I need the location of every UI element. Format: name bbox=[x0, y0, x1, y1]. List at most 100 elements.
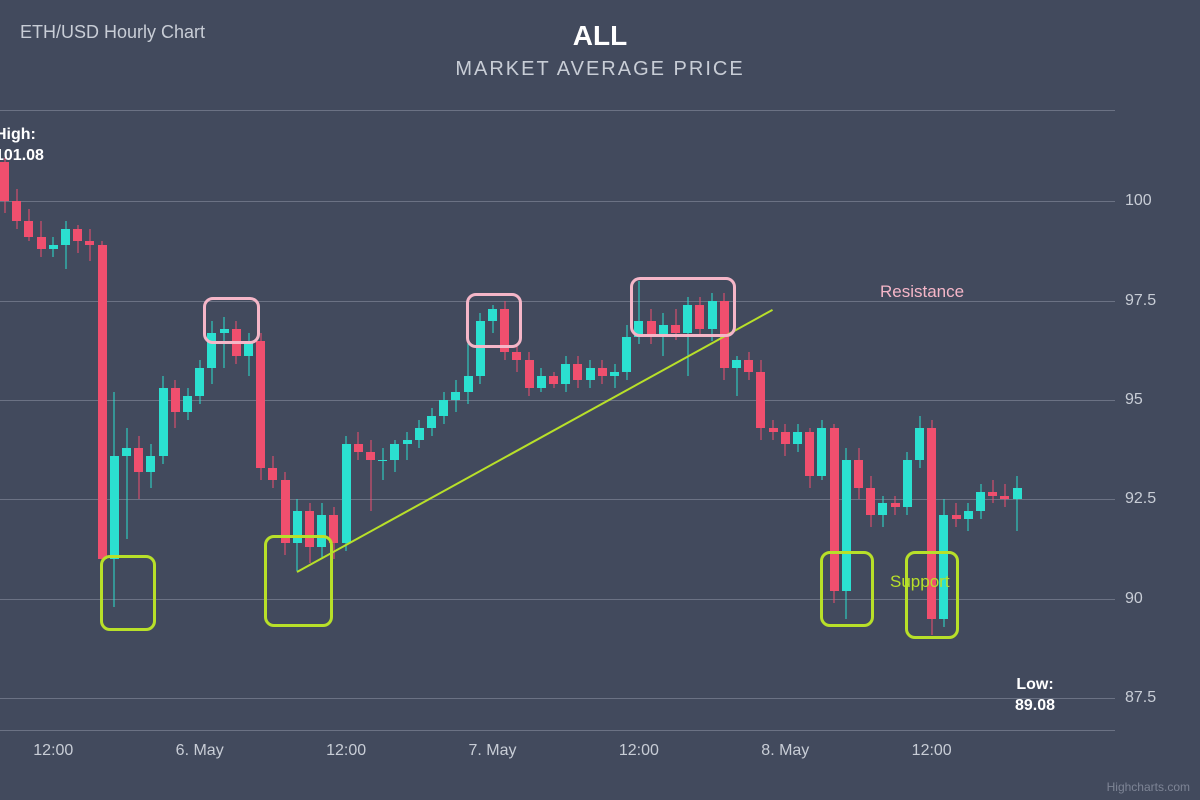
candle[interactable] bbox=[464, 110, 473, 730]
x-tick-label: 6. May bbox=[176, 742, 224, 760]
candle[interactable] bbox=[586, 110, 595, 730]
candle[interactable] bbox=[183, 110, 192, 730]
candle[interactable] bbox=[476, 110, 485, 730]
candle[interactable] bbox=[720, 110, 729, 730]
candle[interactable] bbox=[49, 110, 58, 730]
candle[interactable] bbox=[708, 110, 717, 730]
candle[interactable] bbox=[891, 110, 900, 730]
candle[interactable] bbox=[634, 110, 643, 730]
candle-body bbox=[354, 444, 363, 452]
support-box bbox=[100, 555, 157, 631]
x-tick-label: 12:00 bbox=[912, 742, 952, 760]
candle[interactable] bbox=[134, 110, 143, 730]
candle[interactable] bbox=[232, 110, 241, 730]
candle[interactable] bbox=[756, 110, 765, 730]
candle[interactable] bbox=[854, 110, 863, 730]
candle-body bbox=[952, 515, 961, 519]
candle[interactable] bbox=[268, 110, 277, 730]
candle-body bbox=[122, 448, 131, 456]
candle[interactable] bbox=[549, 110, 558, 730]
candle[interactable] bbox=[244, 110, 253, 730]
candle[interactable] bbox=[659, 110, 668, 730]
candle[interactable] bbox=[24, 110, 33, 730]
candle[interactable] bbox=[512, 110, 521, 730]
candle[interactable] bbox=[610, 110, 619, 730]
candle[interactable] bbox=[793, 110, 802, 730]
candle[interactable] bbox=[171, 110, 180, 730]
candle-body bbox=[586, 368, 595, 380]
candle[interactable] bbox=[500, 110, 509, 730]
candle[interactable] bbox=[329, 110, 338, 730]
credit-label[interactable]: Highcharts.com bbox=[1107, 780, 1190, 794]
candle-body bbox=[415, 428, 424, 440]
candle-body bbox=[159, 388, 168, 456]
plot-region[interactable]: 87.59092.59597.510012:006. May12:007. Ma… bbox=[0, 110, 1115, 730]
candle[interactable] bbox=[781, 110, 790, 730]
candle[interactable] bbox=[354, 110, 363, 730]
candle[interactable] bbox=[866, 110, 875, 730]
candle[interactable] bbox=[488, 110, 497, 730]
candle[interactable] bbox=[427, 110, 436, 730]
candle[interactable] bbox=[256, 110, 265, 730]
candle-body bbox=[439, 400, 448, 416]
candle[interactable] bbox=[390, 110, 399, 730]
candle[interactable] bbox=[805, 110, 814, 730]
candle[interactable] bbox=[732, 110, 741, 730]
candle[interactable] bbox=[281, 110, 290, 730]
candle-body bbox=[0, 162, 9, 202]
candle[interactable] bbox=[525, 110, 534, 730]
candle[interactable] bbox=[37, 110, 46, 730]
candle-wick bbox=[126, 428, 127, 539]
candle[interactable] bbox=[537, 110, 546, 730]
candle[interactable] bbox=[110, 110, 119, 730]
candle[interactable] bbox=[830, 110, 839, 730]
x-tick-label: 8. May bbox=[761, 742, 809, 760]
candle[interactable] bbox=[220, 110, 229, 730]
candle[interactable] bbox=[976, 110, 985, 730]
candle[interactable] bbox=[305, 110, 314, 730]
candle[interactable] bbox=[415, 110, 424, 730]
candle[interactable] bbox=[647, 110, 656, 730]
candle[interactable] bbox=[342, 110, 351, 730]
high-label: High: 101.08 bbox=[0, 125, 44, 167]
candle-body bbox=[85, 241, 94, 245]
candle[interactable] bbox=[403, 110, 412, 730]
candle[interactable] bbox=[378, 110, 387, 730]
candle[interactable] bbox=[317, 110, 326, 730]
candle[interactable] bbox=[964, 110, 973, 730]
candle[interactable] bbox=[61, 110, 70, 730]
candle[interactable] bbox=[671, 110, 680, 730]
candle[interactable] bbox=[293, 110, 302, 730]
candle[interactable] bbox=[0, 110, 9, 730]
y-tick-label: 90 bbox=[1125, 590, 1143, 608]
candle[interactable] bbox=[146, 110, 155, 730]
candle[interactable] bbox=[622, 110, 631, 730]
candle[interactable] bbox=[988, 110, 997, 730]
y-tick-label: 97.5 bbox=[1125, 292, 1156, 310]
candle[interactable] bbox=[195, 110, 204, 730]
candle[interactable] bbox=[439, 110, 448, 730]
candle[interactable] bbox=[159, 110, 168, 730]
candle[interactable] bbox=[98, 110, 107, 730]
candle[interactable] bbox=[12, 110, 21, 730]
candle[interactable] bbox=[683, 110, 692, 730]
candle[interactable] bbox=[598, 110, 607, 730]
candle[interactable] bbox=[451, 110, 460, 730]
candle[interactable] bbox=[842, 110, 851, 730]
candle[interactable] bbox=[817, 110, 826, 730]
candle[interactable] bbox=[207, 110, 216, 730]
resistance-box bbox=[466, 293, 523, 349]
candle[interactable] bbox=[1013, 110, 1022, 730]
candle[interactable] bbox=[85, 110, 94, 730]
candle[interactable] bbox=[122, 110, 131, 730]
candle[interactable] bbox=[366, 110, 375, 730]
candle[interactable] bbox=[878, 110, 887, 730]
candle[interactable] bbox=[695, 110, 704, 730]
support-box bbox=[264, 535, 333, 626]
candle-body bbox=[134, 448, 143, 472]
candle-body bbox=[769, 428, 778, 432]
candle[interactable] bbox=[744, 110, 753, 730]
candle[interactable] bbox=[73, 110, 82, 730]
candle[interactable] bbox=[1000, 110, 1009, 730]
candle[interactable] bbox=[769, 110, 778, 730]
